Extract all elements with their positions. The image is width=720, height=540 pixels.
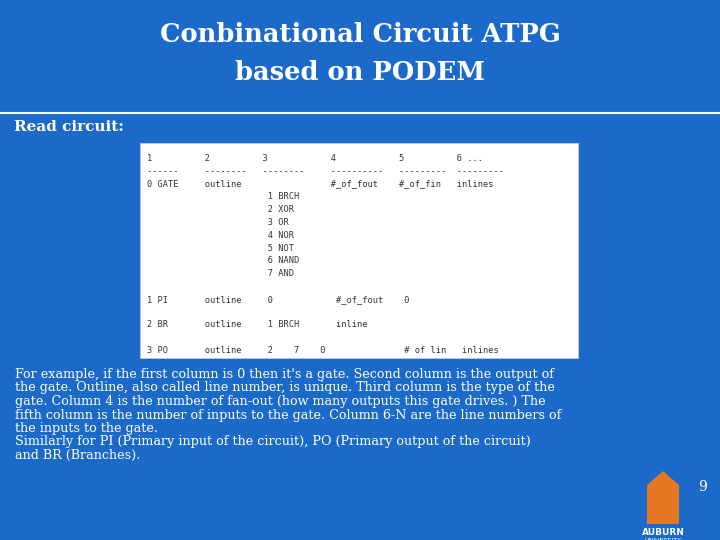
Text: fifth column is the number of inputs to the gate. Column 6-N are the line number: fifth column is the number of inputs to … <box>15 408 562 422</box>
Text: gate. Column 4 is the number of fan-out (how many outputs this gate drives. ) Th: gate. Column 4 is the number of fan-out … <box>15 395 546 408</box>
FancyBboxPatch shape <box>140 143 578 358</box>
Text: For example, if the first column is 0 then it's a gate. Second column is the out: For example, if the first column is 0 th… <box>15 368 554 381</box>
Text: 6 NAND: 6 NAND <box>147 256 300 265</box>
Text: 2 XOR: 2 XOR <box>147 205 294 214</box>
Text: the gate. Outline, also called line number, is unique. Third column is the type : the gate. Outline, also called line numb… <box>15 381 555 395</box>
Text: based on PODEM: based on PODEM <box>235 60 485 85</box>
Text: 9: 9 <box>698 480 707 494</box>
Text: AUBURN: AUBURN <box>642 528 685 537</box>
FancyBboxPatch shape <box>0 0 720 112</box>
Text: 5 NOT: 5 NOT <box>147 244 294 253</box>
Text: and BR (Branches).: and BR (Branches). <box>15 449 140 462</box>
Text: 1          2          3            4            5          6 ...: 1 2 3 4 5 6 ... <box>147 154 483 163</box>
Text: ------     --------   --------     ----------   ---------  ---------: ------ -------- -------- ---------- ----… <box>147 167 504 176</box>
Text: 1 BRCH: 1 BRCH <box>147 192 300 201</box>
Text: 7 AND: 7 AND <box>147 269 294 278</box>
FancyBboxPatch shape <box>647 486 679 524</box>
Text: 1 PI       outline     0            #_of_fout    0: 1 PI outline 0 #_of_fout 0 <box>147 295 410 304</box>
Text: 3 PO       outline     2    7    0               # of lin   inlines: 3 PO outline 2 7 0 # of lin inlines <box>147 346 499 355</box>
Text: 3 OR: 3 OR <box>147 218 289 227</box>
Text: 2 BR       outline     1 BRCH       inline: 2 BR outline 1 BRCH inline <box>147 320 367 329</box>
Text: Read circuit:: Read circuit: <box>14 120 124 134</box>
Text: Conbinational Circuit ATPG: Conbinational Circuit ATPG <box>160 23 560 48</box>
Polygon shape <box>647 472 679 486</box>
Text: Similarly for PI (Primary input of the circuit), PO (Primary output of the circu: Similarly for PI (Primary input of the c… <box>15 435 531 449</box>
Text: the inputs to the gate.: the inputs to the gate. <box>15 422 158 435</box>
Text: 4 NOR: 4 NOR <box>147 231 294 240</box>
Text: 0 GATE     outline                 #_of_fout    #_of_fin   inlines: 0 GATE outline #_of_fout #_of_fin inline… <box>147 180 493 188</box>
Text: UNIVERSITY: UNIVERSITY <box>644 538 682 540</box>
